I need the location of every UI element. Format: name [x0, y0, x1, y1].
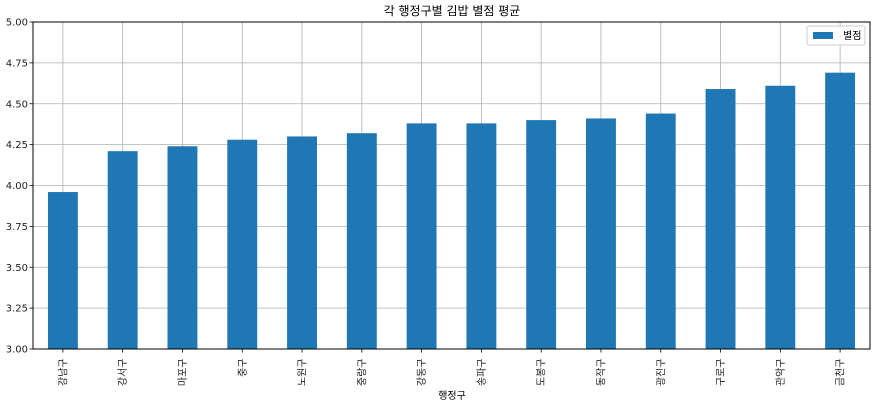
bar [645, 113, 676, 349]
x-tick-label: 노원구 [297, 359, 309, 387]
bar [346, 133, 377, 349]
x-tick-label: 송파구 [476, 359, 488, 387]
y-tick-label: 4.50 [6, 99, 28, 110]
x-tick-label: 금천구 [835, 359, 847, 387]
grid-layer [33, 21, 870, 350]
y-tick-label: 5.00 [6, 18, 28, 29]
y-tick-label: 4.75 [6, 58, 28, 69]
x-axis-ticks: 강남구 강서구 마포구 중구 노원구 중랑구 강동구 송파구 도봉구 동작구 광진구 구로구 관악구 금천… [57, 349, 847, 387]
bar [167, 146, 198, 349]
x-tick-label: 강남구 [57, 359, 69, 387]
bar [765, 85, 796, 349]
x-tick-label: 관악구 [775, 359, 787, 387]
x-tick-label: 동작구 [595, 359, 607, 387]
x-tick-label: 강동구 [416, 359, 428, 387]
legend: 별점 [806, 25, 866, 46]
bars-layer [47, 72, 856, 350]
legend-box [806, 25, 866, 46]
y-tick-label: 3.75 [6, 222, 28, 233]
bar [526, 120, 557, 349]
bar [466, 123, 497, 350]
legend-label: 별점 [843, 30, 861, 42]
y-axis-ticks: 3.00 3.25 3.50 3.75 4.00 4.25 4.50 4.75 5.00 [6, 18, 33, 356]
bar [287, 136, 317, 349]
y-tick-label: 3.25 [6, 304, 28, 315]
y-tick-label: 3.50 [6, 263, 28, 274]
bar [825, 72, 856, 349]
x-tick-label: 마포구 [177, 359, 189, 387]
x-tick-label: 도봉구 [536, 359, 548, 387]
x-tick-label: 중구 [237, 359, 249, 377]
bar [586, 118, 616, 349]
y-tick-label: 4.25 [6, 140, 28, 151]
x-tick-label: 중랑구 [356, 359, 368, 387]
chart-title: 각 행정구별 김밥 별점 평균 [384, 3, 521, 18]
x-tick-label: 구로구 [716, 359, 727, 387]
bar [406, 123, 437, 350]
y-tick-label: 3.00 [6, 345, 28, 356]
bar [47, 192, 78, 349]
bar [227, 139, 258, 349]
bar [705, 89, 736, 349]
legend-swatch [813, 32, 833, 39]
x-axis-label: 행정구 [438, 390, 466, 402]
x-tick-label: 강서구 [117, 359, 129, 387]
y-tick-label: 4.00 [6, 181, 28, 192]
bar [107, 151, 138, 349]
x-tick-label: 광진구 [655, 359, 667, 387]
